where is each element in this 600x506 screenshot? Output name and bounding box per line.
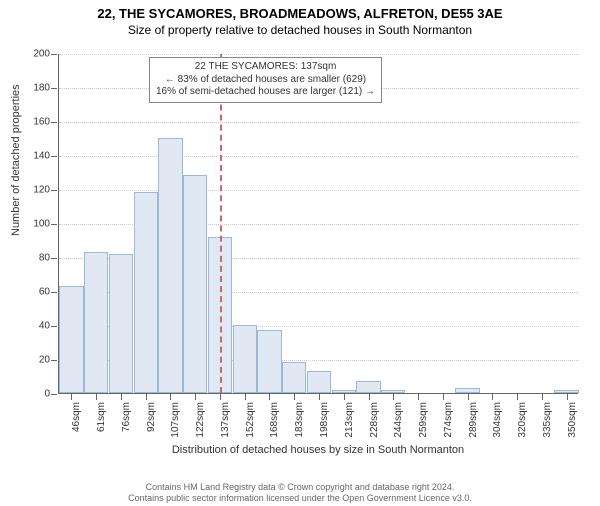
x-tick: [393, 394, 394, 400]
histogram-bar: [183, 175, 207, 393]
chart-area: 02040608010012014016018020046sqm61sqm76s…: [58, 54, 578, 424]
x-tick: [418, 394, 419, 400]
histogram-bar: [381, 390, 405, 393]
histogram-bar: [84, 252, 108, 393]
histogram-bar: [233, 325, 257, 393]
x-tick: [71, 394, 72, 400]
y-tick-label: 60: [39, 287, 50, 298]
plot-region: 02040608010012014016018020046sqm61sqm76s…: [58, 54, 578, 394]
histogram-bar: [455, 388, 479, 393]
x-tick: [245, 394, 246, 400]
y-tick-label: 40: [39, 321, 50, 332]
histogram-bar: [356, 381, 380, 393]
x-tick: [443, 394, 444, 400]
footer-attribution: Contains HM Land Registry data © Crown c…: [0, 482, 600, 504]
x-tick: [492, 394, 493, 400]
y-tick: [51, 88, 57, 89]
y-tick-label: 160: [33, 117, 50, 128]
y-tick-label: 140: [33, 151, 50, 162]
y-tick: [51, 156, 57, 157]
footer-line1: Contains HM Land Registry data © Crown c…: [0, 482, 600, 493]
histogram-bar: [59, 286, 83, 393]
footer-line2: Contains public sector information licen…: [0, 493, 600, 504]
chart-title-desc: Size of property relative to detached ho…: [0, 23, 600, 37]
histogram-bar: [307, 371, 331, 393]
histogram-bar: [109, 254, 133, 393]
y-tick: [51, 326, 57, 327]
y-tick: [51, 292, 57, 293]
x-tick: [567, 394, 568, 400]
annotation-box: 22 THE SYCAMORES: 137sqm← 83% of detache…: [149, 57, 382, 103]
y-tick: [51, 360, 57, 361]
x-tick: [468, 394, 469, 400]
y-tick: [51, 258, 57, 259]
y-tick-label: 20: [39, 355, 50, 366]
y-tick: [51, 224, 57, 225]
histogram-bar: [158, 138, 182, 393]
x-tick: [294, 394, 295, 400]
y-tick-label: 80: [39, 253, 50, 264]
gridline: [59, 54, 579, 55]
x-tick: [170, 394, 171, 400]
x-tick: [96, 394, 97, 400]
chart-title-address: 22, THE SYCAMORES, BROADMEADOWS, ALFRETO…: [0, 6, 600, 21]
y-tick-label: 120: [33, 185, 50, 196]
x-tick: [195, 394, 196, 400]
x-tick: [344, 394, 345, 400]
property-marker-line: [220, 54, 222, 393]
histogram-bar: [554, 390, 578, 393]
gridline: [59, 122, 579, 123]
x-tick: [517, 394, 518, 400]
y-tick-label: 200: [33, 49, 50, 60]
x-tick: [146, 394, 147, 400]
y-tick: [51, 190, 57, 191]
gridline: [59, 190, 579, 191]
annotation-line: ← 83% of detached houses are smaller (62…: [156, 74, 375, 87]
annotation-line: 22 THE SYCAMORES: 137sqm: [156, 61, 375, 74]
y-tick: [51, 394, 57, 395]
y-tick: [51, 54, 57, 55]
x-tick: [319, 394, 320, 400]
x-tick: [369, 394, 370, 400]
y-tick: [51, 122, 57, 123]
histogram-bar: [257, 330, 281, 393]
histogram-bar: [282, 362, 306, 393]
x-tick: [542, 394, 543, 400]
y-tick-label: 0: [44, 389, 50, 400]
x-axis-label: Distribution of detached houses by size …: [58, 444, 578, 456]
x-tick: [269, 394, 270, 400]
y-tick-label: 180: [33, 83, 50, 94]
x-tick: [121, 394, 122, 400]
gridline: [59, 156, 579, 157]
histogram-bar: [134, 192, 158, 393]
y-tick-label: 100: [33, 219, 50, 230]
x-tick: [220, 394, 221, 400]
y-axis-label: Number of detached properties: [10, 84, 22, 236]
annotation-line: 16% of semi-detached houses are larger (…: [156, 86, 375, 99]
histogram-bar: [332, 390, 356, 393]
